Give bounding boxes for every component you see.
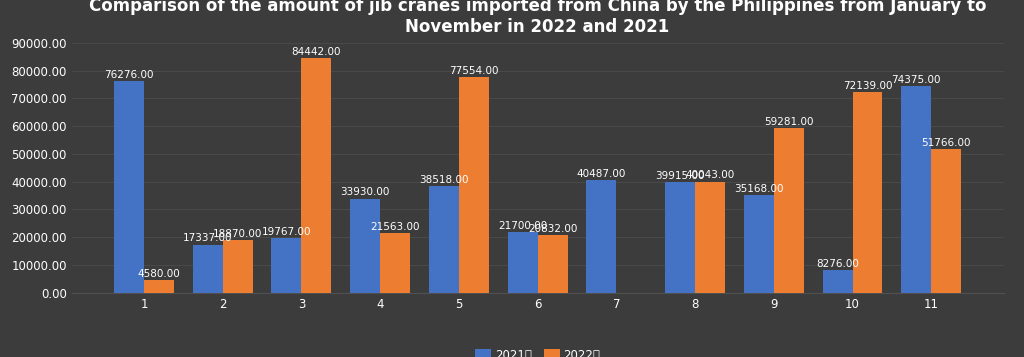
Bar: [774, 128, 804, 293]
Text: 51766.00: 51766.00: [922, 138, 971, 148]
Bar: [429, 186, 459, 293]
Bar: [695, 182, 725, 293]
Bar: [508, 232, 538, 293]
Text: 21563.00: 21563.00: [371, 222, 420, 232]
Bar: [144, 280, 174, 293]
Text: 20832.00: 20832.00: [527, 224, 578, 234]
Text: 8276.00: 8276.00: [816, 259, 859, 269]
Bar: [301, 58, 332, 293]
Bar: [193, 245, 222, 293]
Bar: [459, 77, 488, 293]
Bar: [666, 182, 695, 293]
Text: 21700.00: 21700.00: [498, 221, 547, 231]
Bar: [380, 233, 410, 293]
Bar: [587, 180, 616, 293]
Text: 4580.00: 4580.00: [137, 269, 180, 279]
Text: 17337.00: 17337.00: [183, 233, 232, 243]
Bar: [271, 238, 301, 293]
Text: 76276.00: 76276.00: [104, 70, 154, 80]
Text: 38518.00: 38518.00: [419, 175, 469, 185]
Bar: [853, 92, 883, 293]
Text: 33930.00: 33930.00: [341, 187, 390, 197]
Bar: [114, 81, 144, 293]
Text: 40043.00: 40043.00: [685, 170, 734, 180]
Text: 72139.00: 72139.00: [843, 81, 892, 91]
Text: 84442.00: 84442.00: [292, 47, 341, 57]
Text: 40487.00: 40487.00: [577, 169, 626, 179]
Bar: [822, 270, 853, 293]
Text: 39915.00: 39915.00: [655, 171, 705, 181]
Bar: [931, 149, 962, 293]
Bar: [222, 240, 253, 293]
Text: 35168.00: 35168.00: [734, 184, 783, 194]
Bar: [538, 235, 567, 293]
Bar: [743, 195, 774, 293]
Text: 19767.00: 19767.00: [262, 227, 311, 237]
Legend: 2021年, 2022年: 2021年, 2022年: [470, 345, 605, 357]
Text: 77554.00: 77554.00: [450, 66, 499, 76]
Text: 59281.00: 59281.00: [764, 117, 813, 127]
Title: Comparison of the amount of jib cranes imported from China by the Philippines fr: Comparison of the amount of jib cranes i…: [89, 0, 986, 36]
Text: 74375.00: 74375.00: [892, 75, 941, 85]
Text: 18870.00: 18870.00: [213, 229, 262, 239]
Bar: [350, 198, 380, 293]
Bar: [901, 86, 931, 293]
